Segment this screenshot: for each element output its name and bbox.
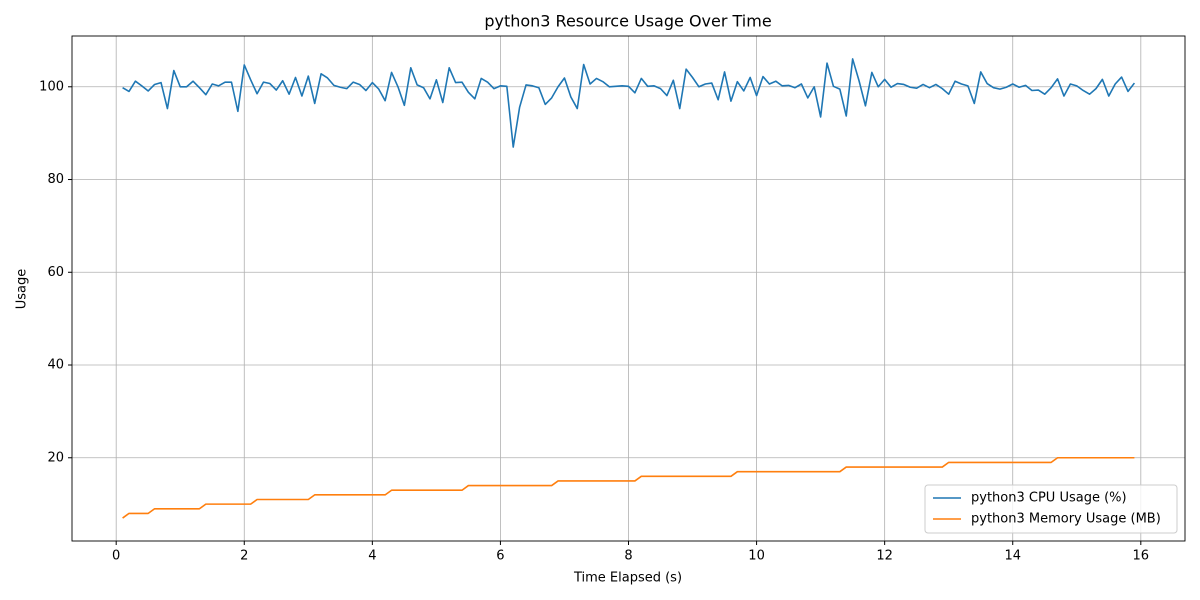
- x-tick-label: 10: [748, 549, 765, 564]
- x-tick-label: 4: [368, 549, 376, 564]
- y-tick-label: 80: [47, 172, 64, 187]
- legend-label: python3 Memory Usage (MB): [971, 512, 1161, 527]
- x-tick-label: 8: [624, 549, 632, 564]
- x-tick-label: 6: [496, 549, 504, 564]
- y-tick-label: 60: [47, 265, 64, 280]
- y-tick-label: 40: [47, 358, 64, 373]
- legend-box: [924, 484, 1178, 534]
- plot-frame: [71, 35, 1186, 542]
- legend: python3 CPU Usage (%) python3 Memory Usag…: [924, 484, 1178, 534]
- chart-title: python3 Resource Usage Over Time: [484, 12, 771, 31]
- x-tick-label: 2: [240, 549, 248, 564]
- series-line: [122, 456, 1135, 519]
- series-line: [122, 58, 1136, 148]
- y-axis-label: Usage: [15, 269, 30, 310]
- x-tick-label: 14: [1004, 549, 1021, 564]
- x-tick-label: 0: [112, 549, 120, 564]
- x-tick-label: 16: [1133, 549, 1150, 564]
- legend-label: python3 CPU Usage (%): [971, 491, 1127, 506]
- x-axis-label: Time Elapsed (s): [573, 571, 682, 586]
- x-tick-label: 12: [876, 549, 893, 564]
- y-tick-label: 20: [47, 450, 64, 465]
- y-tick-label: 100: [39, 79, 64, 94]
